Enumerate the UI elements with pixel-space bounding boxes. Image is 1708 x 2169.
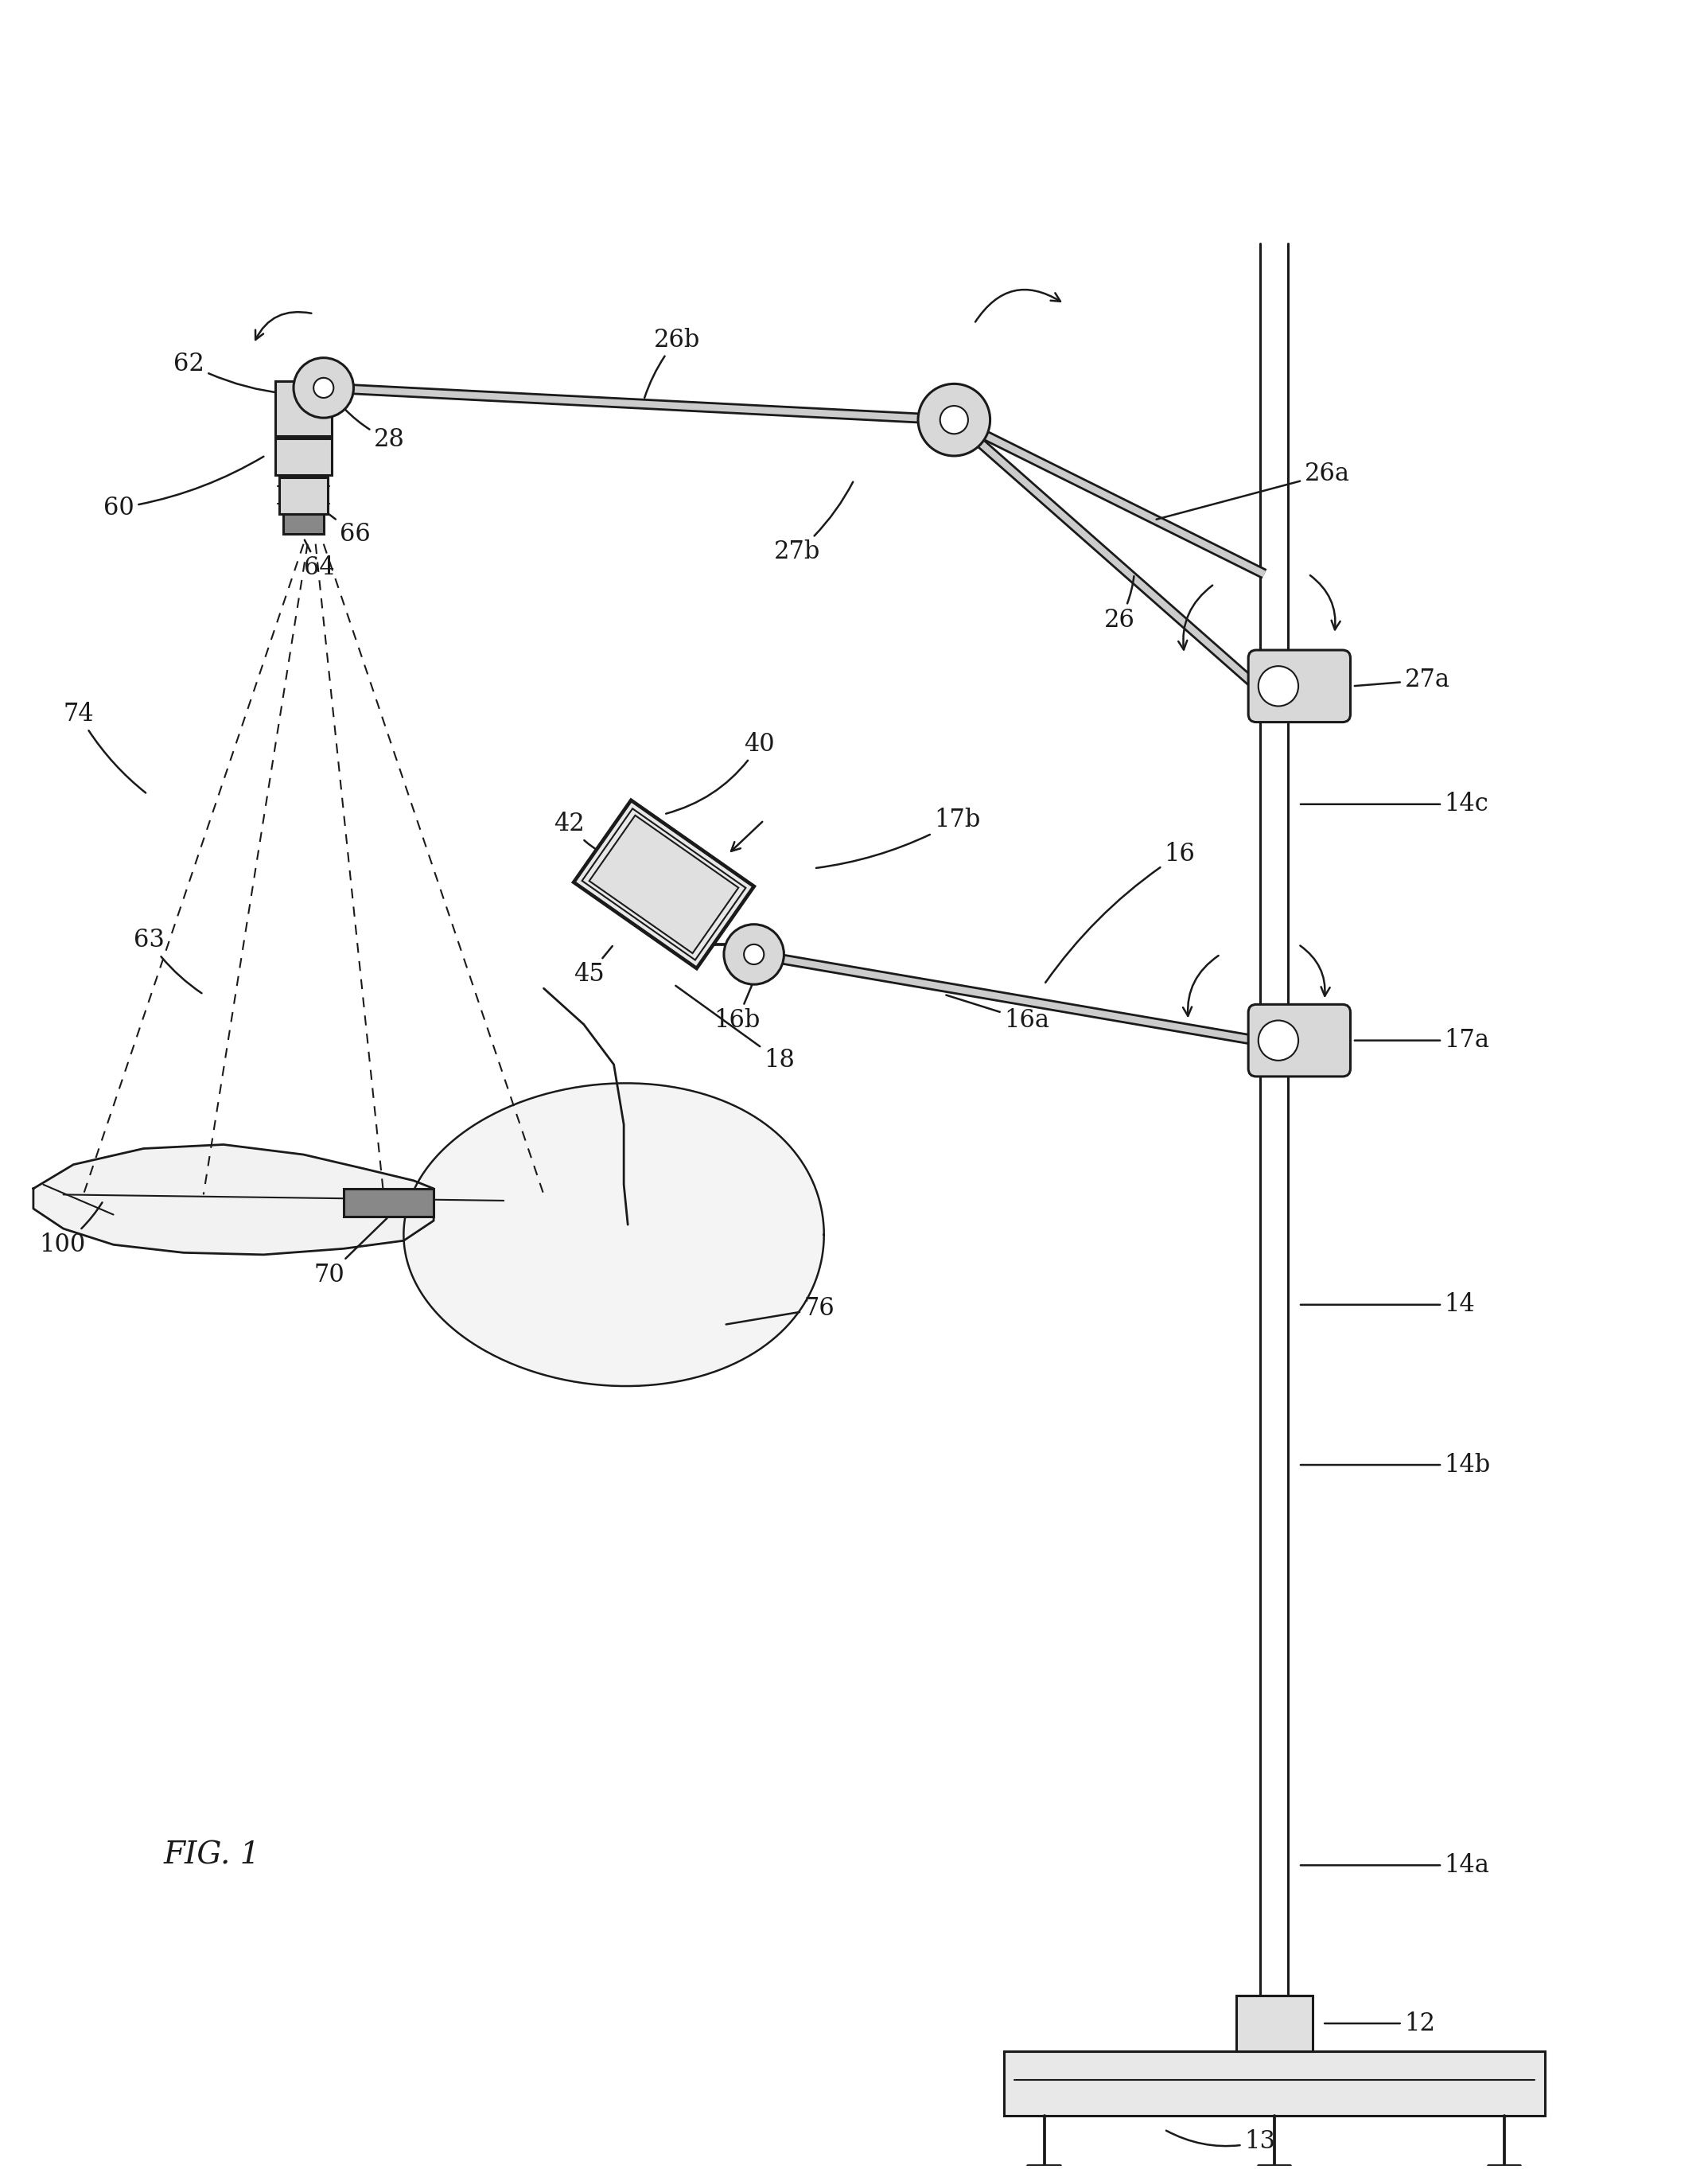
- Text: FIG. 1: FIG. 1: [164, 1841, 260, 1870]
- Text: 26: 26: [1103, 577, 1136, 633]
- Polygon shape: [589, 816, 738, 952]
- Bar: [275, 438, 331, 475]
- Circle shape: [939, 406, 968, 434]
- Circle shape: [1259, 1019, 1298, 1061]
- Circle shape: [1259, 666, 1298, 707]
- Circle shape: [919, 384, 991, 455]
- FancyBboxPatch shape: [1249, 1004, 1351, 1076]
- Polygon shape: [34, 1145, 434, 1254]
- Polygon shape: [403, 1082, 823, 1386]
- Text: 16: 16: [1045, 842, 1196, 983]
- Text: 62: 62: [174, 351, 285, 393]
- Text: 27a: 27a: [1354, 668, 1450, 692]
- Text: 45: 45: [574, 946, 613, 987]
- Text: 16a: 16a: [946, 996, 1049, 1032]
- Text: 14b: 14b: [1300, 1453, 1491, 1477]
- Text: 66: 66: [309, 499, 371, 547]
- Text: 60: 60: [104, 455, 263, 521]
- Bar: [343, 1189, 434, 1217]
- Text: 12: 12: [1325, 2011, 1435, 2037]
- Text: 76: 76: [726, 1297, 835, 1325]
- Text: 26a: 26a: [1156, 462, 1349, 518]
- Text: 14a: 14a: [1300, 1852, 1489, 1878]
- Text: 16b: 16b: [714, 983, 760, 1032]
- Circle shape: [294, 358, 354, 419]
- Text: 26b: 26b: [644, 328, 700, 397]
- Text: 63: 63: [133, 928, 202, 993]
- Bar: [1004, 2052, 1544, 2115]
- Text: 13: 13: [1167, 2130, 1276, 2154]
- Circle shape: [314, 377, 333, 397]
- Text: 17a: 17a: [1354, 1028, 1489, 1052]
- Bar: [284, 514, 323, 534]
- Bar: [1237, 1995, 1312, 2052]
- Text: 14: 14: [1300, 1293, 1476, 1317]
- Text: 40: 40: [666, 731, 775, 813]
- Bar: [275, 382, 331, 436]
- FancyBboxPatch shape: [1249, 651, 1351, 722]
- Circle shape: [724, 924, 784, 985]
- Polygon shape: [574, 800, 753, 967]
- Text: 14c: 14c: [1300, 792, 1489, 816]
- Text: 70: 70: [314, 1219, 388, 1286]
- Text: 100: 100: [39, 1202, 102, 1258]
- Text: 28: 28: [345, 410, 405, 451]
- Bar: [280, 477, 328, 514]
- Text: 42: 42: [553, 811, 601, 852]
- Text: 27b: 27b: [774, 482, 852, 564]
- Text: 64: 64: [304, 540, 335, 581]
- Text: 18: 18: [676, 985, 794, 1074]
- Text: 17b: 17b: [816, 807, 980, 868]
- Circle shape: [745, 944, 763, 965]
- Text: 74: 74: [63, 703, 145, 794]
